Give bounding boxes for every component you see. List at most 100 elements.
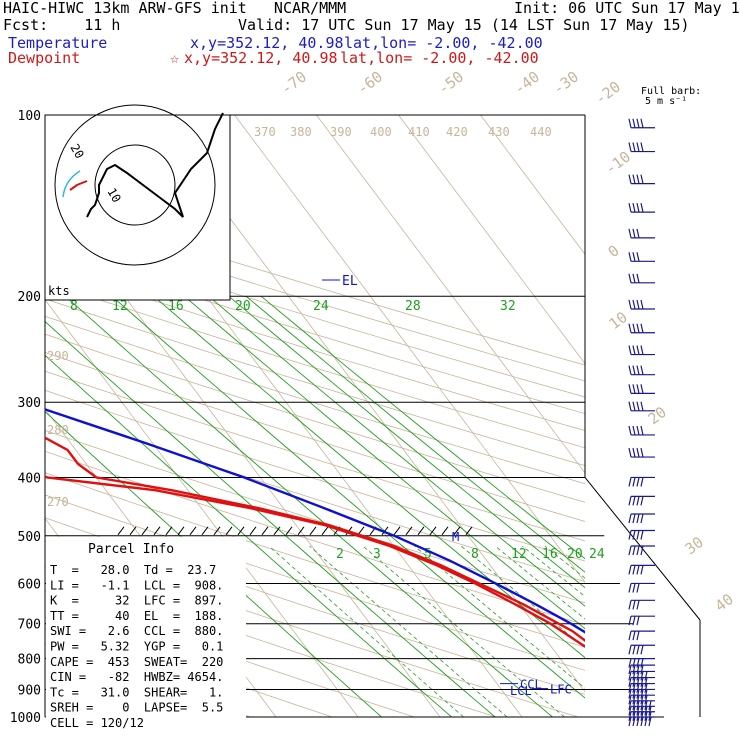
wind-barb xyxy=(628,425,655,436)
barb-feather xyxy=(632,174,636,184)
parcel-row: CELL = 120/12 xyxy=(50,716,144,730)
wind-barb xyxy=(628,545,655,556)
wind-barb xyxy=(628,658,655,668)
wind-barb xyxy=(628,401,655,412)
pressure-tick-label: 400 xyxy=(18,471,41,486)
isotherm-label: -40 xyxy=(511,68,543,99)
barb-feather xyxy=(628,545,632,556)
mixing-ratio-label: 12 xyxy=(112,299,128,314)
barb-feather xyxy=(644,711,648,721)
isotherm-line xyxy=(398,115,585,365)
wind-barb xyxy=(628,711,655,721)
mixing-ratio-dashed-line xyxy=(414,545,585,689)
barb-feather xyxy=(632,228,636,239)
mixing-ratio-label: 24 xyxy=(589,547,605,562)
barb-feather xyxy=(640,716,644,727)
barb-feather xyxy=(648,711,652,721)
barb-feather xyxy=(648,700,652,710)
freezing-hash-mark xyxy=(441,526,449,536)
freezing-hash-mark xyxy=(213,526,221,536)
hodograph: 10 20 kts xyxy=(44,104,231,301)
barb-feather xyxy=(636,700,640,710)
freezing-hash-mark xyxy=(237,526,245,536)
barb-feather xyxy=(628,700,632,710)
barb-feather xyxy=(628,530,632,540)
barb-feather xyxy=(640,323,644,333)
parcel-row: Tc = 31.0 SHEAR= 1. xyxy=(50,685,223,699)
barb-legend-line2: 5 m s⁻¹ xyxy=(645,96,688,107)
barb-feather xyxy=(640,365,644,375)
barb-feather xyxy=(632,299,636,310)
barb-feather xyxy=(628,630,632,641)
barb-feather xyxy=(644,706,648,716)
barb-feather xyxy=(628,299,632,310)
wind-barb xyxy=(628,664,655,675)
barb-feather xyxy=(632,513,636,524)
parcel-row: PW = 5.32 YGP = 0.1 xyxy=(50,640,223,654)
freezing-hash-mark xyxy=(297,526,305,536)
wind-barb xyxy=(628,118,655,129)
freezing-hash-mark xyxy=(309,526,317,536)
isotherm-label: 0 xyxy=(605,241,623,261)
barb-feather xyxy=(632,142,636,152)
barb-feather xyxy=(632,706,636,716)
barb-feather xyxy=(636,118,640,128)
barb-feather xyxy=(640,401,644,411)
wind-barb xyxy=(628,564,655,575)
hodograph-cyan-segment xyxy=(62,170,81,198)
barb-feather xyxy=(636,706,640,716)
barb-feather xyxy=(636,530,640,540)
barb-feather xyxy=(640,677,644,687)
barb-feather xyxy=(636,616,640,626)
lcl-label: LCL xyxy=(510,684,532,698)
theta-label: 400 xyxy=(370,125,392,139)
pressure-tick-label: 200 xyxy=(18,290,41,305)
barb-feather xyxy=(640,299,644,310)
barb-feather xyxy=(636,425,640,436)
barb-feather xyxy=(636,545,640,556)
barb-feather xyxy=(632,677,636,687)
barb-feather xyxy=(636,695,640,705)
wind-barb xyxy=(628,299,655,310)
pressure-tick-label: 1000 xyxy=(10,711,41,726)
barb-feather xyxy=(636,228,640,239)
wind-barb xyxy=(628,599,655,610)
wind-barb xyxy=(628,174,655,185)
barb-feather xyxy=(636,477,640,487)
hodograph-ring-outer xyxy=(54,104,216,266)
mixing-ratio-label: 20 xyxy=(235,299,251,314)
freezing-hash-mark xyxy=(453,526,461,536)
mixing-ratio-label: 20 xyxy=(567,547,583,562)
isotherm-label: 40 xyxy=(712,590,737,615)
wind-barb xyxy=(628,273,655,284)
barb-feather xyxy=(628,401,632,411)
wind-barb xyxy=(628,694,655,705)
dry-adiabat-line xyxy=(45,217,585,382)
wind-barb xyxy=(628,529,655,540)
dewpoint-latlon: lat,lon= -2.00, -42.00 xyxy=(340,49,539,67)
barb-feather xyxy=(632,700,636,710)
barb-feather xyxy=(632,425,636,436)
wind-barb xyxy=(628,513,655,524)
profiles xyxy=(45,408,585,648)
isotherm-label: -60 xyxy=(354,68,386,99)
wind-barb xyxy=(628,447,655,458)
wind-barb xyxy=(628,203,655,213)
barb-feather xyxy=(628,645,632,655)
mixing-ratio-label: 12 xyxy=(511,547,527,562)
barb-feather xyxy=(640,706,644,716)
parcel-row: LI = -1.1 LCL = 908. xyxy=(50,578,223,592)
barb-feather xyxy=(636,630,640,641)
barb-feather xyxy=(640,700,644,710)
dry-adiabat-line xyxy=(45,264,585,431)
freezing-hash-mark xyxy=(249,526,257,536)
dry-adiabat-line xyxy=(45,248,585,415)
wind-barb xyxy=(628,716,655,727)
parcel-row: SREH = 0 LAPSE= 5.5 xyxy=(50,701,223,715)
barb-feather xyxy=(636,142,640,152)
freezing-hash-mark xyxy=(273,526,281,536)
barb-feather xyxy=(628,658,632,668)
wind-barb xyxy=(628,670,655,681)
